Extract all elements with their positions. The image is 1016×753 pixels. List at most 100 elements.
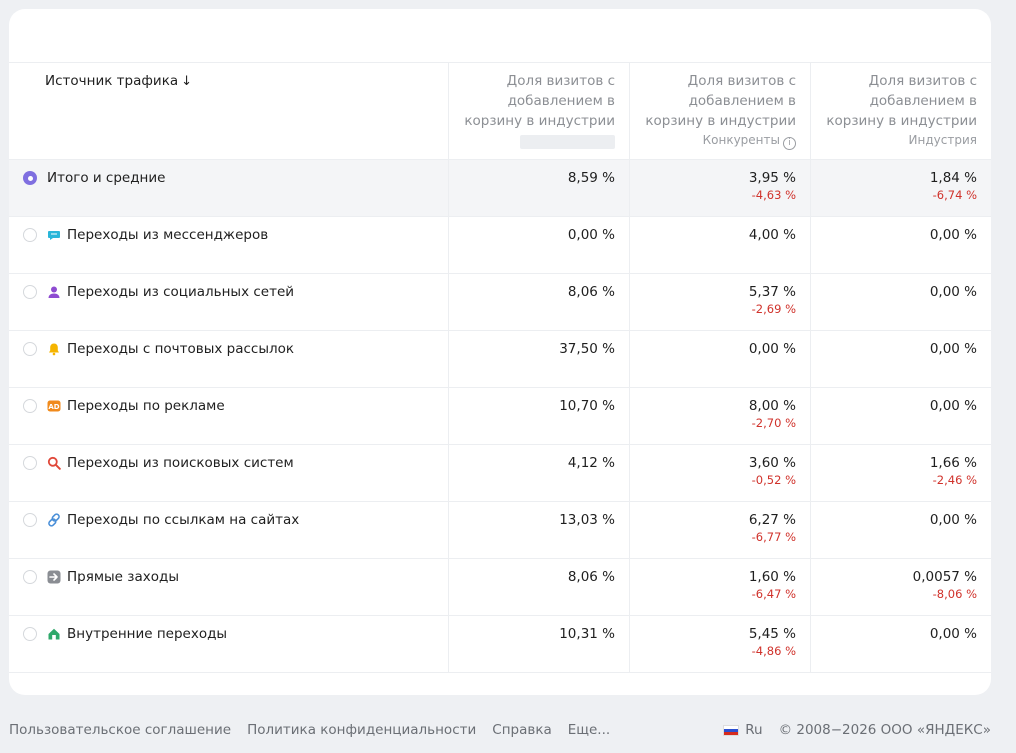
chat-bubble-icon [47,228,61,242]
cell-value: 8,06 % [448,274,629,330]
radio-button[interactable] [23,456,37,470]
ad-icon: AD [47,399,61,413]
footer-right: Ru © 2008−2026 ООО «ЯНДЕКС» [723,722,991,738]
cell-value: 3,95 % -4,63 % [629,160,810,216]
value: 4,00 % [748,227,796,243]
cell-source: AD Переходы по рекламе [9,388,448,444]
header-col2[interactable]: Доля визитов с добавлением в корзину в и… [629,63,810,159]
radio-button[interactable] [23,627,37,641]
table-row[interactable]: Переходы из поисковых систем 4,12 % 3,60 %… [9,445,991,502]
value: 0,00 % [929,341,977,357]
language-switch[interactable]: Ru [745,722,763,738]
table-row[interactable]: Прямые заходы 8,06 % 1,60 % -6,47 % 0,0057 %… [9,559,991,616]
cell-source: Прямые заходы [9,559,448,615]
radio-button[interactable] [23,570,37,584]
header-col3-sub: Индустрия [908,133,977,147]
cell-value: 0,00 % [810,217,991,273]
radio-button[interactable] [23,399,37,413]
more-link[interactable]: Еще... [567,722,611,738]
header-col2-line1: Доля визитов с [687,73,796,89]
sort-down-icon[interactable]: ↓ [181,74,193,89]
table-row[interactable]: Переходы из мессенджеров 0,00 % 4,00 % 0,00… [9,217,991,274]
header-col1-line3: корзину в индустрии [464,113,615,129]
value: 10,70 % [559,398,615,414]
value: 1,84 % [929,170,977,186]
delta-value: -2,70 % [751,416,796,430]
search-icon [47,456,61,470]
value: 5,45 % [748,626,796,642]
cell-value: 5,37 % -2,69 % [629,274,810,330]
value: 3,60 % [748,455,796,471]
source-label: Прямые заходы [67,569,179,585]
bell-icon [47,342,61,356]
report-card: Источник трафика ↓ Доля визитов с добавле… [9,9,991,695]
cell-source: Переходы из мессенджеров [9,217,448,273]
cell-value: 0,00 % [629,331,810,387]
value: 3,95 % [748,170,796,186]
value: 13,03 % [559,512,615,528]
cell-source: Переходы по ссылкам на сайтах [9,502,448,558]
header-col3-line1: Доля визитов с [868,73,977,89]
table-row[interactable]: Переходы с почтовых рассылок 37,50 % 0,00 … [9,331,991,388]
cell-value: 6,27 % -6,77 % [629,502,810,558]
radio-selected[interactable] [23,171,37,185]
value: 8,06 % [567,284,615,300]
header-col2-sub-label: Конкуренты [702,133,780,147]
cell-value: 4,00 % [629,217,810,273]
arrow-right-icon [47,570,61,584]
header-source[interactable]: Источник трафика ↓ [9,63,448,159]
radio-button[interactable] [23,285,37,299]
radio-button[interactable] [23,228,37,242]
header-col3[interactable]: Доля визитов с добавлением в корзину в и… [810,63,991,159]
header-col1[interactable]: Доля визитов с добавлением в корзину в и… [448,63,629,159]
value: 8,59 % [567,170,615,186]
source-label: Переходы из социальных сетей [67,284,295,300]
value: 1,60 % [748,569,796,585]
cell-value: 0,0057 % -8,06 % [810,559,991,615]
info-icon[interactable]: i [783,137,796,150]
cell-source: Переходы из поисковых систем [9,445,448,501]
copyright: © 2008−2026 ООО «ЯНДЕКС» [778,722,991,738]
header-col1-line1: Доля визитов с [506,73,615,89]
privacy-link[interactable]: Политика конфиденциальности [247,722,477,738]
value: 0,0057 % [912,569,977,585]
delta-value: -6,74 % [932,188,977,202]
cell-value: 1,84 % -6,74 % [810,160,991,216]
delta-value: -4,86 % [751,644,796,658]
source-label: Переходы из поисковых систем [67,455,294,471]
help-link[interactable]: Справка [492,722,552,738]
cell-value: 1,66 % -2,46 % [810,445,991,501]
source-label: Переходы по рекламе [67,398,225,414]
cell-value: 5,45 % -4,86 % [629,616,810,672]
delta-value: -0,52 % [751,473,796,487]
table-row[interactable]: Переходы по ссылкам на сайтах 13,03 % 6,27… [9,502,991,559]
cell-source: Переходы с почтовых рассылок [9,331,448,387]
table-row[interactable]: Внутренние переходы 10,31 % 5,45 % -4,86 % 0… [9,616,991,673]
terms-link[interactable]: Пользовательское соглашение [9,722,232,738]
cell-value: 10,31 % [448,616,629,672]
header-col1-line2: добавлением в [507,93,615,109]
table-row[interactable]: AD Переходы по рекламе 10,70 % 8,00 % -2,70 … [9,388,991,445]
radio-button[interactable] [23,342,37,356]
table-row-total[interactable]: Итого и средние 8,59 % 3,95 % -4,63 % 1,84 %… [9,160,991,217]
source-label: Внутренние переходы [67,626,228,642]
radio-button[interactable] [23,513,37,527]
cell-source: Внутренние переходы [9,616,448,672]
cell-value: 8,00 % -2,70 % [629,388,810,444]
cell-value: 8,59 % [448,160,629,216]
table-row[interactable]: Переходы из социальных сетей 8,06 % 5,37 %… [9,274,991,331]
table-header: Источник трафика ↓ Доля визитов с добавле… [9,63,991,160]
table-body: Итого и средние 8,59 % 3,95 % -4,63 % 1,84 %… [9,160,991,673]
value: 0,00 % [929,512,977,528]
delta-value: -6,47 % [751,587,796,601]
source-label: Итого и средние [47,170,166,186]
cell-value: 1,60 % -6,47 % [629,559,810,615]
cell-source: Переходы из социальных сетей [9,274,448,330]
page-footer: Пользовательское соглашение Политика кон… [9,720,991,740]
russia-flag-icon[interactable] [723,724,740,736]
cell-value: 0,00 % [810,388,991,444]
value: 0,00 % [929,626,977,642]
cell-value: 0,00 % [810,274,991,330]
cell-value: 0,00 % [810,331,991,387]
header-col3-line3: корзину в индустрии [826,113,977,129]
